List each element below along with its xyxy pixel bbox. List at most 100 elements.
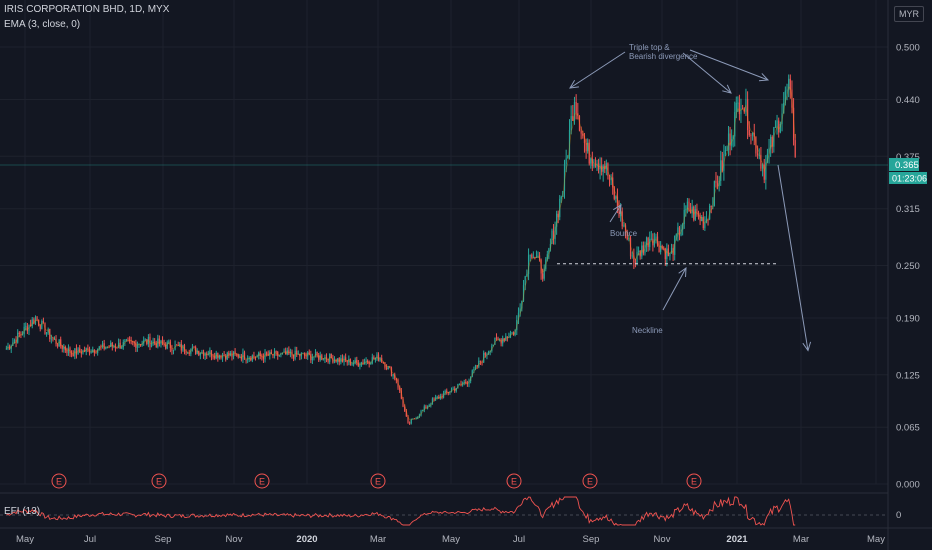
candle-body [763, 164, 765, 180]
time-axis[interactable]: May Jul Sep Nov 2020 Mar May Jul Sep Nov 2021 Mar Ma… [16, 534, 885, 545]
candle-body [588, 142, 590, 164]
price-axis[interactable]: 0.500 0.440 0.375 0.315 0.250 0.190 0.125 0.065… [896, 43, 920, 491]
time-tick-label: 2021 [726, 534, 748, 545]
candle-body [283, 351, 285, 353]
price-tick-label: 0.250 [896, 261, 920, 272]
arrow-bounce [609, 204, 622, 223]
candle-body [529, 254, 531, 256]
ema-legend[interactable]: EMA (3, close, 0) [4, 19, 81, 30]
candle-body [21, 333, 24, 335]
candle-body [318, 355, 320, 360]
price-tick-label: 0.065 [896, 423, 920, 434]
candle-body [225, 355, 227, 360]
candle-body [629, 238, 632, 257]
candle-body [242, 352, 244, 360]
candle-body [266, 352, 268, 355]
candle-body [410, 419, 412, 424]
candle-body [642, 245, 644, 254]
candle-body [128, 339, 131, 341]
candle-body [685, 209, 687, 211]
candle-body [447, 392, 449, 393]
candle-body [100, 346, 102, 348]
candle-body [340, 358, 342, 363]
candle-body [578, 115, 581, 131]
candle-body [106, 346, 109, 348]
candle-body [519, 308, 521, 313]
candle-body [405, 410, 407, 417]
candle-body [755, 136, 757, 154]
earnings-marker-label: E [587, 477, 593, 487]
candle-body [678, 227, 681, 236]
candle-body [329, 353, 331, 362]
arrow-top-2 [682, 52, 732, 94]
candle-body [649, 239, 651, 248]
candle-body [546, 254, 548, 260]
candle-body [549, 243, 552, 249]
efi-legend[interactable]: EFI (13) [4, 506, 41, 517]
price-tick-label: 0.125 [896, 370, 920, 381]
candle-body [770, 136, 772, 149]
candle-body [114, 346, 117, 348]
candle-body [387, 366, 389, 370]
candle-body [143, 340, 145, 344]
candle-body [734, 112, 736, 137]
candle-body [522, 285, 525, 301]
candle-body [67, 348, 70, 353]
arrow-bounce-head [613, 204, 622, 214]
candle-body [425, 406, 427, 409]
candle-body [428, 405, 430, 407]
candle-body [204, 353, 206, 356]
candle-body [234, 351, 236, 354]
earnings-marker-label: E [56, 477, 62, 487]
candle-body [341, 358, 344, 363]
candle-body [87, 347, 89, 349]
candle-body [39, 325, 41, 329]
candle-body [302, 353, 304, 354]
candle-body [495, 337, 498, 339]
candle-body [258, 352, 260, 356]
candle-body [384, 362, 386, 368]
candle-body [512, 332, 515, 335]
candle-body [377, 354, 380, 362]
candle-body [516, 319, 518, 331]
candle-body [462, 383, 464, 385]
currency-button[interactable]: MYR [894, 6, 924, 22]
candle-body [663, 248, 665, 250]
candle-body [478, 360, 480, 367]
candle-body [540, 259, 542, 274]
ema-line [6, 86, 796, 421]
candle-body [390, 367, 393, 377]
candle-body [218, 355, 221, 359]
candle-body [36, 317, 38, 321]
candle-body [60, 339, 62, 346]
candle-body [732, 136, 734, 140]
candle-body [332, 358, 334, 363]
candle-body [789, 78, 791, 90]
earnings-marker [582, 473, 598, 489]
candle-body [92, 349, 94, 353]
time-tick-label: Sep [155, 534, 172, 545]
candle-body [747, 98, 749, 131]
candle-body [781, 113, 783, 124]
candle-body [42, 321, 45, 323]
candle-body [426, 406, 429, 409]
candle-body [602, 165, 604, 172]
candle-body [297, 353, 299, 355]
triple-top-label-1: Triple top & [629, 43, 670, 52]
candle-body [413, 418, 416, 420]
earnings-marker [506, 473, 522, 489]
candle-body [468, 381, 470, 384]
candle-body [476, 365, 478, 367]
candle-body [508, 337, 510, 339]
candle-body [738, 102, 741, 115]
candle-body [616, 196, 619, 207]
candle-body [217, 352, 219, 359]
candle-body [210, 350, 213, 357]
candle-body [58, 339, 60, 347]
candle-body [80, 351, 82, 354]
time-tick-label: Mar [370, 534, 386, 545]
candle-body [552, 230, 555, 240]
candle-body [20, 334, 22, 335]
